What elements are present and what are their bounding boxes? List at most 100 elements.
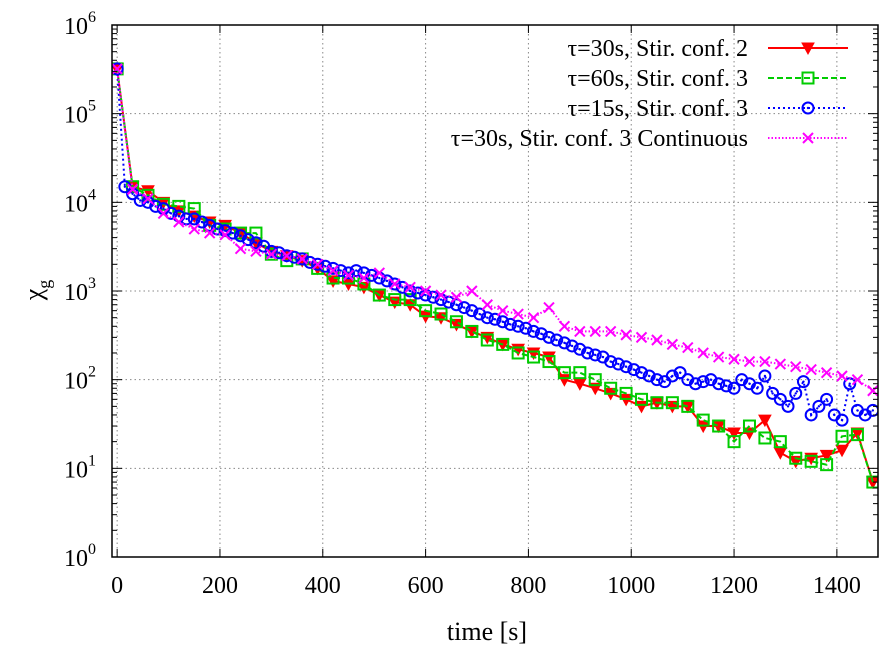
data-point bbox=[488, 312, 502, 326]
data-point bbox=[419, 285, 432, 297]
data-point bbox=[650, 373, 664, 387]
data-point bbox=[773, 447, 788, 460]
legend-marker bbox=[801, 71, 815, 85]
data-point bbox=[727, 435, 741, 449]
data-point bbox=[349, 264, 363, 278]
data-point bbox=[766, 386, 780, 400]
legend-label: τ=60s, Stir. conf. 3 bbox=[567, 66, 748, 92]
data-point bbox=[557, 336, 571, 350]
data-point bbox=[527, 311, 540, 324]
data-point bbox=[358, 272, 370, 284]
x-tick-label: 1000 bbox=[607, 573, 655, 599]
axis-ticks: 0 200 400 600 800 1000 1200 1400100101102103104… bbox=[64, 9, 878, 599]
data-point bbox=[796, 375, 810, 389]
y-tick-label-base: 10 bbox=[64, 457, 88, 483]
data-point bbox=[666, 338, 679, 351]
data-point bbox=[634, 400, 649, 414]
data-point bbox=[387, 296, 402, 310]
x-tick-label: 200 bbox=[202, 573, 238, 599]
data-point bbox=[635, 331, 648, 344]
data-point bbox=[581, 346, 595, 360]
grid-lines bbox=[112, 25, 878, 557]
data-point bbox=[604, 325, 617, 338]
data-point bbox=[126, 183, 139, 196]
data-point bbox=[719, 379, 733, 393]
y-tick-label-exp: 1 bbox=[88, 452, 96, 469]
data-point bbox=[473, 307, 487, 321]
data-point bbox=[588, 373, 602, 387]
data-point bbox=[264, 244, 278, 258]
data-point bbox=[789, 451, 803, 465]
series-line bbox=[116, 68, 874, 392]
y-tick-label-base: 10 bbox=[64, 191, 88, 217]
data-point bbox=[642, 369, 656, 383]
data-point bbox=[550, 333, 564, 347]
legend-item-3: τ=15s, Stir. conf. 3 bbox=[567, 96, 848, 122]
x-axis-title: time [s] bbox=[447, 617, 527, 646]
data-point bbox=[673, 366, 687, 380]
data-point bbox=[126, 180, 140, 194]
data-point bbox=[480, 333, 494, 347]
data-point bbox=[758, 414, 772, 428]
data-point bbox=[774, 358, 787, 370]
legend-item-2: τ=60s, Stir. conf. 3 bbox=[567, 66, 848, 92]
data-point bbox=[342, 269, 355, 282]
y-tick-label-base: 10 bbox=[64, 103, 88, 129]
data-point bbox=[651, 334, 663, 346]
x-tick-label: 0 bbox=[111, 573, 123, 599]
data-point bbox=[688, 377, 702, 391]
x-tick-label: 1400 bbox=[813, 573, 861, 599]
data-point bbox=[759, 355, 771, 368]
data-point bbox=[790, 361, 802, 373]
data-point bbox=[296, 253, 308, 265]
data-point bbox=[195, 215, 209, 229]
data-point bbox=[466, 285, 478, 297]
data-point bbox=[697, 347, 709, 359]
data-point bbox=[249, 226, 263, 240]
data-point bbox=[558, 320, 571, 332]
data-point bbox=[250, 245, 262, 258]
data-point bbox=[281, 250, 293, 262]
data-point bbox=[727, 427, 741, 441]
data-point bbox=[334, 264, 348, 278]
data-point bbox=[867, 385, 878, 397]
data-point bbox=[112, 63, 123, 75]
data-point bbox=[465, 304, 479, 318]
y-tick-label: 103 bbox=[64, 275, 96, 306]
data-point bbox=[542, 355, 556, 369]
data-point bbox=[311, 258, 324, 271]
y-tick-label-exp: 2 bbox=[88, 364, 96, 381]
data-point bbox=[403, 293, 417, 307]
data-point bbox=[758, 431, 772, 445]
data-point bbox=[435, 289, 447, 301]
data-point bbox=[773, 392, 787, 406]
data-point bbox=[449, 298, 463, 312]
data-point bbox=[850, 427, 865, 441]
data-point bbox=[619, 360, 633, 374]
data-point bbox=[203, 227, 216, 239]
y-tick-label-exp: 5 bbox=[88, 98, 96, 115]
data-point bbox=[187, 212, 201, 226]
data-point bbox=[542, 351, 556, 365]
data-point bbox=[627, 363, 641, 377]
y-tick-label-base: 10 bbox=[64, 369, 88, 395]
data-point bbox=[565, 339, 579, 353]
data-point bbox=[527, 350, 541, 364]
data-point bbox=[203, 218, 217, 232]
series-3 bbox=[112, 62, 878, 427]
data-point bbox=[357, 281, 371, 295]
y-tick-label: 106 bbox=[64, 9, 96, 40]
legend-label: τ=30s, Stir. conf. 3 Continuous bbox=[451, 126, 748, 152]
data-point bbox=[372, 288, 386, 302]
data-point bbox=[327, 264, 339, 277]
data-point bbox=[650, 396, 664, 410]
svg-text:χg: χg bbox=[19, 280, 54, 302]
data-point bbox=[819, 449, 834, 463]
data-point bbox=[141, 185, 155, 198]
data-point bbox=[496, 315, 510, 329]
data-point bbox=[449, 318, 464, 332]
data-point bbox=[142, 192, 154, 205]
data-point bbox=[742, 419, 756, 433]
data-point bbox=[234, 229, 248, 243]
data-point bbox=[781, 399, 795, 413]
